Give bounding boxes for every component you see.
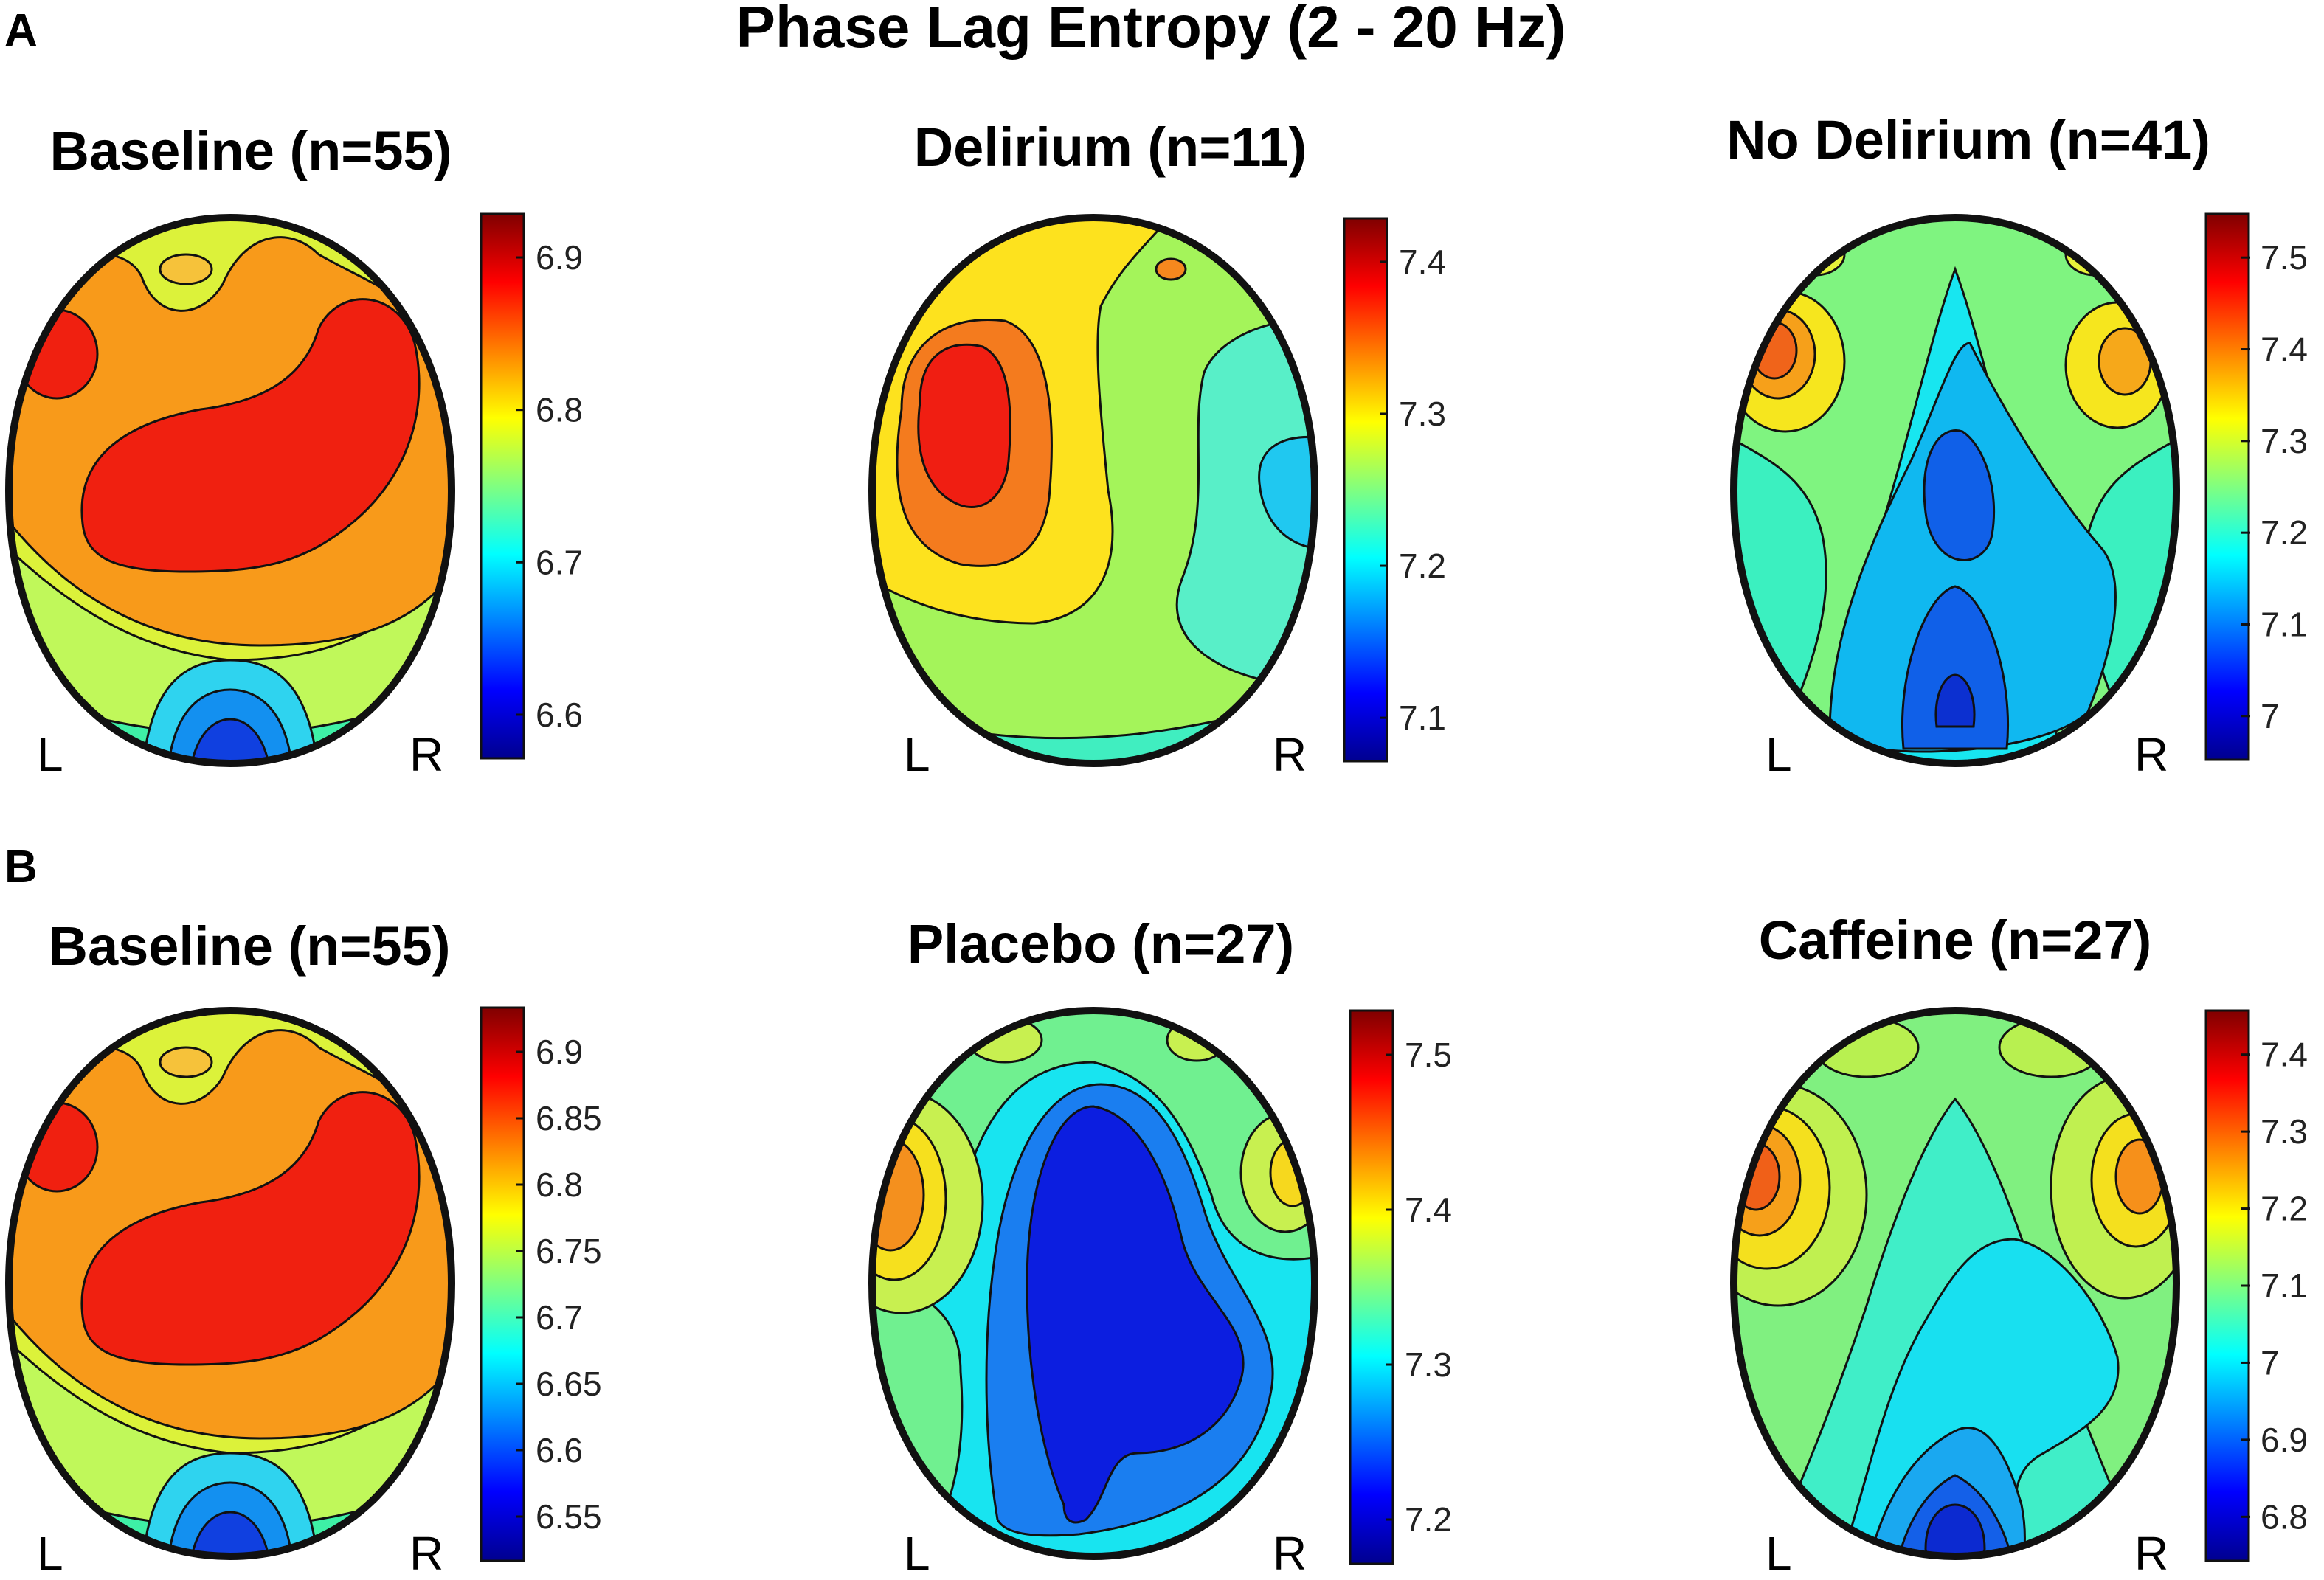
colorbar-tick-label: 6.85 xyxy=(536,1099,602,1137)
panel-title: Placebo (n=27) xyxy=(907,913,1294,974)
colorbar-tick-label: 6.8 xyxy=(536,391,583,429)
colorbar-tick-label: 7.1 xyxy=(1399,699,1446,737)
colorbar-tick-label: 7.3 xyxy=(2261,422,2308,460)
colorbar-tick-label: 6.65 xyxy=(536,1365,602,1403)
panel-title: No Delirium (n=41) xyxy=(1726,109,2210,170)
panel-title: Baseline (n=55) xyxy=(50,120,452,181)
panel-b-placebo: Placebo (n=27) L R 7.2 7.3 7.4 7.5 xyxy=(868,913,1452,1580)
panel-title: Baseline (n=55) xyxy=(49,915,451,977)
colorbar-tick-label: 6.7 xyxy=(536,543,583,581)
section-label-a: A xyxy=(4,5,38,56)
colorbar-tick-label: 6.6 xyxy=(536,696,583,734)
colorbar-tick-label: 7.5 xyxy=(2261,238,2308,277)
colorbar-tick-label: 7.3 xyxy=(1399,395,1446,433)
panel-title: Delirium (n=11) xyxy=(914,117,1307,178)
colorbar-tick-label: 7.3 xyxy=(2261,1112,2308,1151)
right-hemisphere-label: R xyxy=(409,728,443,781)
right-hemisphere-label: R xyxy=(2134,1527,2168,1580)
colorbar-tick-label: 7 xyxy=(2261,697,2280,735)
left-hemisphere-label: L xyxy=(1766,728,1792,781)
colorbar-tick-label: 6.6 xyxy=(536,1431,583,1469)
colorbar-tick-label: 6.75 xyxy=(536,1232,602,1270)
colorbar-tick-label: 7.5 xyxy=(1405,1036,1452,1074)
colorbar-tick-label: 6.8 xyxy=(2261,1497,2308,1536)
colorbar-tick-label: 6.9 xyxy=(536,1033,583,1071)
panel-b-baseline: Baseline (n=55) L R 6.556.66.656.76.756.… xyxy=(4,915,602,1580)
left-hemisphere-label: L xyxy=(904,1527,930,1580)
scalp-map xyxy=(4,213,456,768)
colorbar-tick-label: 7.4 xyxy=(2261,1036,2308,1074)
left-hemisphere-label: L xyxy=(37,1527,63,1580)
scalp-map xyxy=(868,213,1319,768)
right-hemisphere-label: R xyxy=(409,1527,443,1580)
panel-a-baseline: Baseline (n=55) L R 6.6 6.7 6.8 6.9 xyxy=(4,120,583,781)
colorbar-tick-label: 6.9 xyxy=(536,238,583,277)
right-hemisphere-label: R xyxy=(2134,728,2168,781)
colorbar-tick-label: 6.7 xyxy=(536,1298,583,1337)
panel-b-caffeine: Caffeine (n=27) L R xyxy=(1729,909,2308,1580)
scalp-map xyxy=(1729,213,2181,768)
panel-a-no-delirium: No Delirium (n=41) L R xyxy=(1726,109,2308,781)
section-label-b: B xyxy=(4,842,38,893)
right-hemisphere-label: R xyxy=(1273,728,1307,781)
colorbar-tick-label: 7.4 xyxy=(1399,243,1446,281)
colorbar-tick-label: 7.4 xyxy=(2261,330,2308,369)
scalp-map xyxy=(868,1006,1319,1561)
scalp-map xyxy=(4,1006,456,1561)
colorbar-tick-label: 7.2 xyxy=(1399,547,1446,585)
colorbar-tick-label: 7.2 xyxy=(1405,1500,1452,1539)
colorbar: 7.2 7.3 7.4 7.5 xyxy=(1349,1009,1452,1565)
colorbar-tick-label: 7.3 xyxy=(1405,1345,1452,1384)
colorbar: 7.1 7.2 7.3 7.4 xyxy=(1343,217,1446,763)
left-hemisphere-label: L xyxy=(37,728,63,781)
colorbar-tick-label: 7.1 xyxy=(2261,605,2308,643)
scalp-map xyxy=(1729,1006,2181,1561)
panel-a-delirium: Delirium (n=11) L R 7.1 7.2 7.3 7.4 xyxy=(868,117,1446,781)
panel-title: Caffeine (n=27) xyxy=(1759,909,2152,971)
left-hemisphere-label: L xyxy=(904,728,930,781)
colorbar-tick-label: 7 xyxy=(2261,1343,2280,1382)
colorbar: 6.8 6.9 7 7.1 7.2 7.3 7.4 xyxy=(2204,1009,2308,1562)
colorbar: 7 7.1 7.2 7.3 7.4 7.5 xyxy=(2204,212,2308,761)
colorbar: 6.6 6.7 6.8 6.9 xyxy=(480,212,583,760)
figure-title: Phase Lag Entropy (2 - 20 Hz) xyxy=(736,0,1566,60)
colorbar-tick-label: 6.55 xyxy=(536,1497,602,1536)
colorbar-tick-label: 6.9 xyxy=(2261,1421,2308,1459)
colorbar-tick-label: 6.8 xyxy=(536,1165,583,1204)
colorbar-tick-label: 7.1 xyxy=(2261,1267,2308,1305)
left-hemisphere-label: L xyxy=(1766,1527,1792,1580)
colorbar-tick-label: 7.2 xyxy=(2261,513,2308,552)
colorbar-tick-label: 7.2 xyxy=(2261,1190,2308,1228)
right-hemisphere-label: R xyxy=(1273,1527,1307,1580)
colorbar-tick-label: 7.4 xyxy=(1405,1191,1452,1229)
colorbar: 6.55 6.6 6.65 6.7 6.75 6.8 6.85 6.9 xyxy=(480,1006,602,1562)
